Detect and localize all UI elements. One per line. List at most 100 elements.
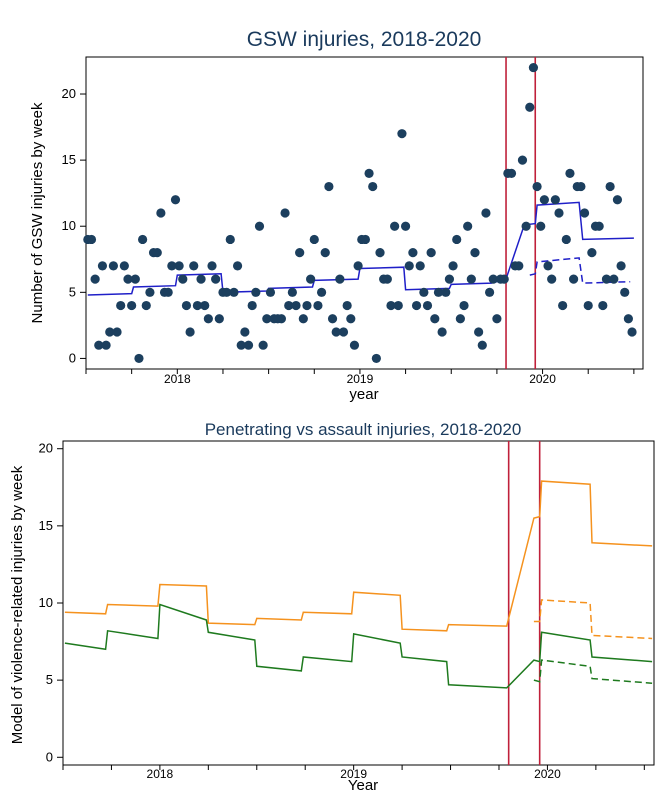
gsw-data-point <box>105 327 115 337</box>
gsw-data-point <box>138 234 148 245</box>
gsw-data-point <box>408 248 418 258</box>
violence-y-tick-label: 5 <box>46 672 53 687</box>
gsw-data-point <box>335 274 345 284</box>
gsw-data-point <box>623 314 633 324</box>
gsw-data-point <box>254 221 265 231</box>
violence-y-tick-label: 0 <box>46 749 53 764</box>
gsw-data-point <box>481 208 491 218</box>
violence-plot-area <box>62 440 655 766</box>
gsw-data-point <box>382 274 392 284</box>
gsw-data-point <box>207 261 217 271</box>
gsw-data-point <box>247 300 257 311</box>
gsw-data-point <box>514 261 524 271</box>
violence-y-axis-label: Model of violence-related injuries by we… <box>9 465 26 744</box>
gsw-data-point <box>232 261 243 271</box>
gsw-data-point <box>152 248 162 258</box>
gsw-x-tick-label: 2019 <box>347 372 374 386</box>
gsw-data-point <box>371 353 381 364</box>
gsw-data-point <box>123 274 133 284</box>
gsw-data-point <box>569 274 579 284</box>
gsw-data-point <box>192 300 202 311</box>
gsw-data-point <box>284 300 294 311</box>
gsw-data-point <box>499 274 509 284</box>
gsw-data-point <box>565 168 575 178</box>
gsw-data-point <box>200 300 210 311</box>
gsw-data-point <box>316 287 327 297</box>
violence-y-tick-label: 10 <box>39 595 53 610</box>
gsw-x-tick-label: 2020 <box>529 372 556 386</box>
gsw-data-point <box>616 261 626 271</box>
gsw-data-point <box>222 287 232 297</box>
gsw-data-point <box>506 168 517 178</box>
gsw-data-point <box>466 274 476 284</box>
gsw-fit-line <box>529 257 631 284</box>
gsw-data-point <box>558 300 568 311</box>
gsw-data-point <box>302 300 312 311</box>
gsw-data-point <box>90 274 100 284</box>
gsw-data-point <box>477 340 487 350</box>
gsw-data-point <box>430 314 440 324</box>
gsw-data-point <box>550 195 560 205</box>
gsw-data-point <box>360 234 371 245</box>
gsw-data-point <box>554 208 564 218</box>
gsw-data-point <box>141 300 151 311</box>
gsw-data-point <box>484 287 495 297</box>
gsw-data-point <box>594 221 604 231</box>
gsw-data-point <box>295 248 305 258</box>
gsw-y-tick-label: 10 <box>62 218 76 233</box>
gsw-data-point <box>119 261 129 271</box>
violence-series-line <box>64 603 653 689</box>
gsw-data-point <box>415 261 425 271</box>
gsw-data-point <box>612 195 623 205</box>
violence-x-tick-label: 2018 <box>147 767 174 781</box>
gsw-data-point <box>327 314 338 324</box>
gsw-data-point <box>338 327 349 337</box>
gsw-data-point <box>349 340 360 350</box>
gsw-data-point <box>225 234 235 245</box>
gsw-data-point <box>181 300 192 311</box>
violence-x-tick-label: 2019 <box>340 767 367 781</box>
gsw-y-axis-label: Number of GSW injuries by week <box>29 102 46 323</box>
gsw-data-point <box>306 274 316 284</box>
gsw-data-point <box>309 234 319 245</box>
gsw-y-tick-label: 20 <box>62 86 76 101</box>
gsw-data-point <box>265 287 276 297</box>
gsw-data-point <box>459 300 469 311</box>
gsw-data-point <box>276 314 287 324</box>
violence-x-axis-label: Year <box>348 777 378 793</box>
gsw-data-point <box>130 274 140 284</box>
gsw-data-point <box>189 261 199 271</box>
violence-y-tick-label: 15 <box>39 518 53 533</box>
gsw-data-point <box>400 221 411 231</box>
gsw-data-point <box>258 340 268 350</box>
violence-series-line <box>533 599 653 640</box>
violence-x-tick-label: 2020 <box>534 767 561 781</box>
gsw-data-point <box>313 300 323 311</box>
gsw-data-point <box>587 248 597 258</box>
gsw-data-point <box>521 221 531 231</box>
gsw-data-point <box>353 261 363 271</box>
gsw-data-point <box>375 248 385 258</box>
gsw-y-tick-label: 15 <box>62 152 76 167</box>
gsw-data-point <box>364 168 374 178</box>
gsw-data-point <box>411 300 422 311</box>
gsw-data-point <box>601 274 612 284</box>
gsw-data-point <box>452 234 462 245</box>
gsw-data-point <box>116 300 126 311</box>
violence-y-tick-label: 20 <box>39 441 53 456</box>
gsw-data-point <box>525 102 535 112</box>
gsw-data-point <box>97 261 108 271</box>
gsw-data-point <box>579 208 590 218</box>
gsw-data-point <box>163 287 173 297</box>
gsw-data-point <box>517 155 528 165</box>
gsw-data-point <box>236 340 246 350</box>
gsw-data-point <box>291 300 301 311</box>
gsw-data-point <box>609 274 619 284</box>
gsw-plot-area <box>85 56 644 370</box>
violence-series-line <box>64 480 653 632</box>
gsw-data-point <box>251 287 261 297</box>
gsw-data-point <box>547 274 557 284</box>
gsw-data-point <box>576 181 586 192</box>
violence-chart-title: Penetrating vs assault injuries, 2018-20… <box>205 420 522 439</box>
gsw-data-point <box>170 195 181 205</box>
